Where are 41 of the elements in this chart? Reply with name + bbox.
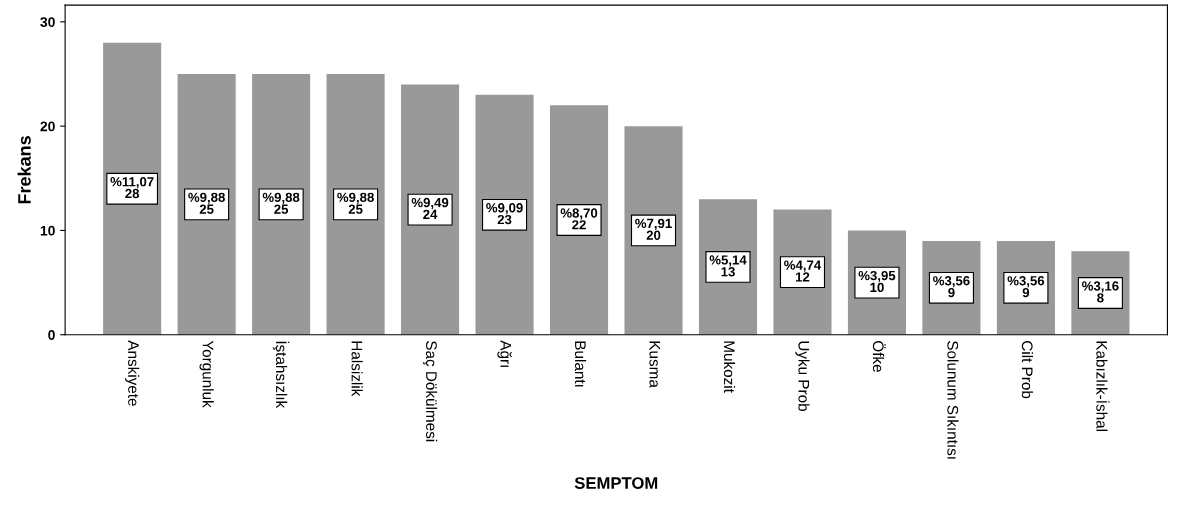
x-tick-label: Cilt Prob <box>1021 341 1034 399</box>
data-label: %9,88 25 <box>188 192 225 214</box>
data-label: %9,88 25 <box>262 192 300 214</box>
data-label: %3,95 10 <box>858 270 896 293</box>
y-tick-label: 20 <box>40 121 55 132</box>
bar <box>624 126 683 335</box>
x-tick-label: Ağrı <box>497 340 512 367</box>
data-label: %3,16 8 <box>1082 281 1119 303</box>
data-label: %9,88 25 <box>337 192 374 214</box>
x-axis-title: SEMPTOM <box>574 477 658 489</box>
x-tick-label: Yorgunluk <box>199 340 214 408</box>
x-tick-label: Kabızlık-İshal <box>1096 341 1110 431</box>
x-tick-label: Saç Dökülmesi <box>422 341 438 442</box>
data-label: %7,91 20 <box>635 218 672 240</box>
bar <box>103 42 162 335</box>
bar <box>326 73 385 335</box>
data-label: %8,70 22 <box>560 208 598 230</box>
x-tick-label: Uyku Prob <box>795 341 810 411</box>
x-tick-label: Öfke <box>872 341 886 372</box>
bar <box>252 73 311 335</box>
data-label: %5,14 13 <box>709 255 747 277</box>
data-label: %3,56 9 <box>933 276 970 298</box>
data-label: %4,74 12 <box>784 260 822 282</box>
bar <box>475 94 534 335</box>
data-label: %3,56 9 <box>1007 276 1045 298</box>
y-axis-title: Frekans <box>17 136 31 204</box>
data-label: %9,49 24 <box>411 197 449 219</box>
x-tick-label: Anskiyete <box>125 340 140 406</box>
x-tick-label: Bulantı <box>574 341 587 387</box>
x-tick-label: Mukozit <box>723 341 736 393</box>
y-tick-label: 0 <box>48 330 55 340</box>
data-label: %11,07 28 <box>110 177 154 199</box>
x-tick-label: Solunum Sıkıntısı <box>947 341 959 459</box>
bar <box>177 73 236 335</box>
bar <box>401 84 460 335</box>
x-tick-label: Halsizlik <box>351 341 363 397</box>
y-tick-label: 10 <box>40 225 55 236</box>
y-tick-label: 30 <box>40 17 55 28</box>
data-label: %9,09 23 <box>486 203 523 225</box>
x-tick-label: İştahsızlık <box>272 341 290 409</box>
x-tick-label: Kusma <box>649 341 661 388</box>
